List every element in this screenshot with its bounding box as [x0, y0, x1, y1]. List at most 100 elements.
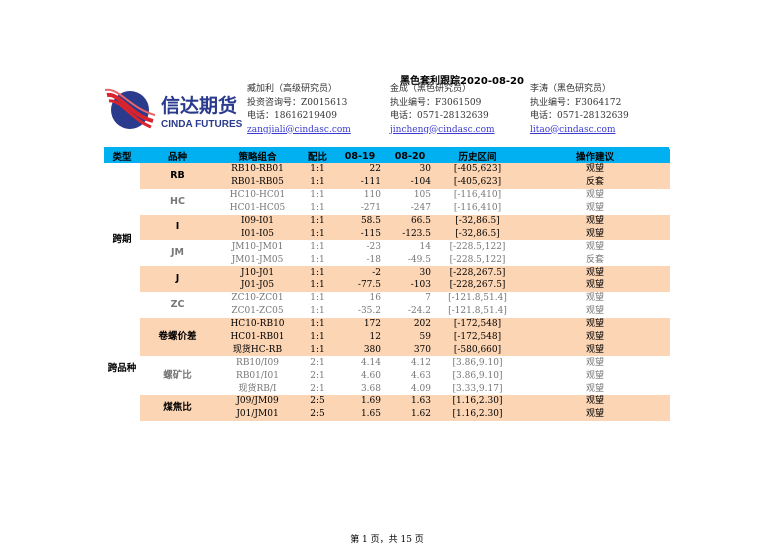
value-0819-cell: -77.5	[335, 279, 385, 292]
history-range-cell: [-121.8,51.4]	[448, 293, 507, 304]
value-0819-cell: 16	[369, 293, 381, 304]
table-row: I I09-I01 1:1 58.5 66.5 [-32,86.5] 观望	[104, 214, 670, 241]
table-row: J01-J05 1:1 -77.5 -103 [-228,267.5] 观望	[104, 279, 670, 292]
value-0819-cell: -111	[335, 175, 385, 189]
table-row: I01-I05 1:1 -115 -123.5 [-32,86.5] 观望	[104, 227, 670, 241]
svg-text:信达期货: 信达期货	[161, 94, 237, 117]
strategy-cell: HC01-RB01	[215, 330, 300, 344]
ratio-cell: 1:1	[300, 279, 335, 292]
value-0819-cell: -2	[335, 266, 385, 280]
column-header: 历史区间	[435, 149, 520, 163]
value-0820-cell: 370	[385, 343, 435, 357]
analyst-email-link[interactable]: zangjiali@cindasc.com	[247, 124, 351, 135]
advice-cell: 观望	[520, 214, 670, 228]
history-range-cell: [-228,267.5]	[435, 279, 520, 292]
strategy-cell: RB10/I09	[236, 357, 279, 368]
advice-cell: 观望	[520, 279, 670, 292]
ratio-cell: 1:1	[300, 175, 335, 189]
value-0820-cell: 4.12	[410, 357, 431, 368]
value-0819-cell: 380	[335, 343, 385, 357]
value-0820-cell: -104	[385, 175, 435, 189]
value-0819-cell: 58.5	[335, 214, 385, 228]
advice-cell: 观望	[520, 330, 670, 344]
ratio-cell: 2:1	[310, 370, 325, 381]
value-0820-cell: 1.63	[385, 395, 435, 408]
value-0819-cell: -35.2	[357, 306, 381, 317]
ratio-cell: 1:1	[300, 343, 335, 357]
value-0820-cell: -24.2	[407, 306, 431, 317]
strategy-cell: HC10-HC01	[229, 190, 286, 201]
variety-cell: ZC	[140, 291, 215, 318]
history-range-cell: [1.16,2.30]	[435, 407, 520, 421]
analyst-contact-1: 臧加利（高级研究员） 投资咨询号：Z0015613 电话：18616219409…	[247, 83, 351, 137]
variety-cell: 卷螺价差	[140, 317, 215, 357]
column-header: 策略组合	[215, 149, 300, 163]
advice-cell: 观望	[520, 317, 670, 331]
svg-text:CINDA FUTURES: CINDA FUTURES	[161, 119, 243, 130]
value-0820-cell: 7	[425, 293, 431, 304]
ratio-cell: 1:1	[310, 254, 325, 265]
ratio-cell: 1:1	[300, 266, 335, 280]
value-0820-cell: 4.63	[410, 370, 431, 381]
strategy-cell: J01-J05	[215, 279, 300, 292]
table-row: ZC ZC10-ZC01 1:1 16 7 [-121.8,51.4] 观望	[104, 291, 670, 318]
page-title: 黑色套利跟踪2020-08-20	[400, 76, 524, 87]
arbitrage-table: 类型 品种 策略组合 配比 08-19 08-20 历史区间 操作建议 跨期 RB RB10-RB…	[104, 149, 670, 421]
value-0819-cell: 172	[335, 317, 385, 331]
variety-cell: 煤焦比	[140, 395, 215, 421]
analyst-contact-2: 金成（黑色研究员） 执业编号：F3061509 电话：0571-28132639…	[390, 83, 495, 137]
variety-cell: RB	[140, 163, 215, 189]
advice-cell: 反套	[520, 175, 670, 189]
table-row: HC01-RB01 1:1 12 59 [-172,548] 观望	[104, 330, 670, 344]
value-0820-cell: 4.09	[410, 383, 431, 394]
ratio-cell: 2:5	[300, 395, 335, 408]
variety-cell: HC	[140, 188, 215, 215]
value-0820-cell: 105	[413, 190, 431, 201]
column-header: 类型	[104, 149, 140, 163]
history-range-cell: [-121.8,51.4]	[448, 306, 507, 317]
history-range-cell: [-228.5,122]	[449, 254, 506, 265]
strategy-cell: 现货HC-RB	[215, 343, 300, 357]
history-range-cell: [-228,267.5]	[435, 266, 520, 280]
analyst-phone: 电话：0571-28132639	[390, 111, 489, 121]
strategy-cell: ZC01-ZC05	[231, 306, 284, 317]
value-0820-cell: 59	[385, 330, 435, 344]
analyst-email-link[interactable]: jincheng@cindasc.com	[390, 124, 495, 135]
strategy-cell: JM01-JM05	[231, 254, 284, 265]
history-range-cell: [3.86,9.10]	[452, 370, 503, 381]
strategy-cell: I09-I01	[215, 214, 300, 228]
strategy-cell: ZC10-ZC01	[231, 293, 284, 304]
value-0820-cell: 66.5	[385, 214, 435, 228]
table-row: HC HC10-HC01 1:1 110 105 [-116,410] 观望	[104, 188, 670, 215]
ratio-cell: 2:1	[310, 357, 325, 368]
history-range-cell: [1.16,2.30]	[435, 395, 520, 408]
ratio-cell: 1:1	[300, 163, 335, 176]
column-header: 品种	[140, 149, 215, 163]
value-0819-cell: 4.60	[360, 370, 381, 381]
advice-cell: 观望	[585, 306, 604, 317]
history-range-cell: [-32,86.5]	[435, 214, 520, 228]
page-footer: 第 1 页，共 15 页	[350, 535, 424, 545]
strategy-cell: HC10-RB10	[215, 317, 300, 331]
advice-cell: 观望	[520, 266, 670, 280]
advice-cell: 观望	[520, 343, 670, 357]
variety-cell: I	[140, 214, 215, 241]
history-range-cell: [-405,623]	[435, 175, 520, 189]
analyst-email-link[interactable]: litao@cindasc.com	[530, 124, 616, 135]
advice-cell: 观望	[520, 163, 670, 176]
history-range-cell: [3.33,9.17]	[452, 383, 503, 394]
column-header: 操作建议	[520, 149, 670, 163]
value-0819-cell: -18	[366, 254, 382, 265]
header-divider	[104, 147, 669, 149]
advice-cell: 观望	[585, 357, 604, 368]
history-range-cell: [-172,548]	[435, 330, 520, 344]
value-0820-cell: -123.5	[385, 227, 435, 241]
ratio-cell: 1:1	[300, 317, 335, 331]
advice-cell: 观望	[585, 383, 604, 394]
table-row: JM01-JM05 1:1 -18 -49.5 [-228.5,122] 反套	[104, 253, 670, 266]
advice-cell: 反套	[585, 254, 604, 265]
ratio-cell: 1:1	[310, 203, 325, 214]
table-row: JM JM10-JM01 1:1 -23 14 [-228.5,122] 观望	[104, 240, 670, 267]
value-0819-cell: 4.14	[360, 357, 381, 368]
history-range-cell: [-405,623]	[435, 163, 520, 176]
